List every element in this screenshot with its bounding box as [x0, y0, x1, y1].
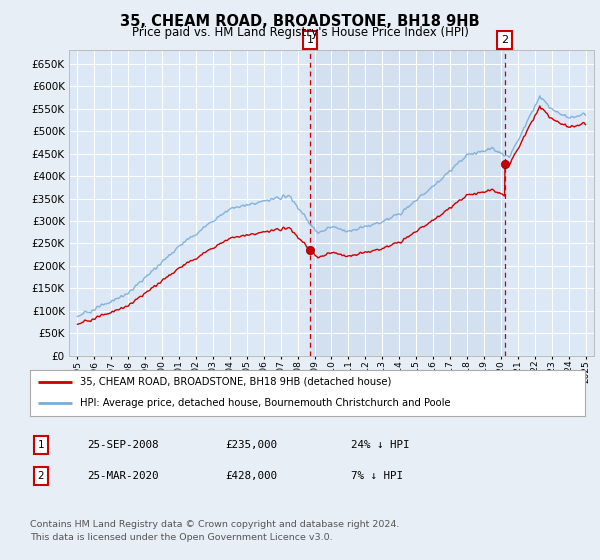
Text: 35, CHEAM ROAD, BROADSTONE, BH18 9HB (detached house): 35, CHEAM ROAD, BROADSTONE, BH18 9HB (de… — [80, 377, 391, 387]
Text: This data is licensed under the Open Government Licence v3.0.: This data is licensed under the Open Gov… — [30, 533, 332, 542]
Text: 25-SEP-2008: 25-SEP-2008 — [87, 440, 158, 450]
Text: 7% ↓ HPI: 7% ↓ HPI — [351, 471, 403, 481]
Text: £235,000: £235,000 — [225, 440, 277, 450]
Text: 24% ↓ HPI: 24% ↓ HPI — [351, 440, 409, 450]
Text: Price paid vs. HM Land Registry's House Price Index (HPI): Price paid vs. HM Land Registry's House … — [131, 26, 469, 39]
Text: 2: 2 — [501, 35, 508, 45]
Text: £428,000: £428,000 — [225, 471, 277, 481]
Text: 35, CHEAM ROAD, BROADSTONE, BH18 9HB: 35, CHEAM ROAD, BROADSTONE, BH18 9HB — [120, 14, 480, 29]
Text: HPI: Average price, detached house, Bournemouth Christchurch and Poole: HPI: Average price, detached house, Bour… — [80, 398, 451, 408]
Text: 2: 2 — [37, 471, 44, 481]
Bar — [310, 50, 505, 356]
Text: 1: 1 — [307, 35, 313, 45]
Text: Contains HM Land Registry data © Crown copyright and database right 2024.: Contains HM Land Registry data © Crown c… — [30, 520, 400, 529]
Text: 25-MAR-2020: 25-MAR-2020 — [87, 471, 158, 481]
Text: 1: 1 — [37, 440, 44, 450]
